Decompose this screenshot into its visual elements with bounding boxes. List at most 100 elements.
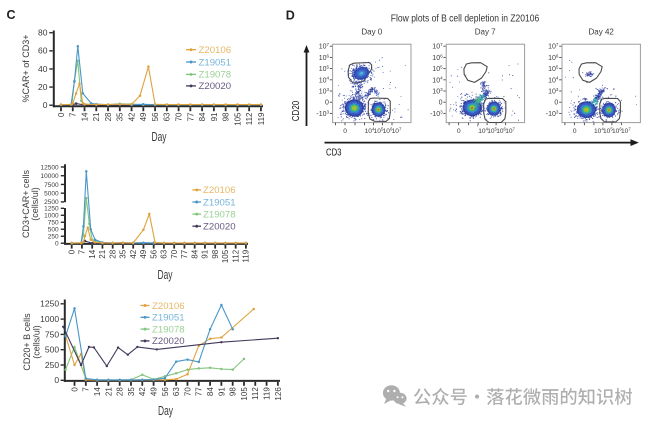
svg-text:84: 84 [206, 387, 215, 396]
svg-text:0: 0 [573, 128, 577, 135]
svg-text:0: 0 [554, 100, 558, 107]
svg-text:Z19051: Z19051 [203, 197, 236, 208]
svg-text:5000: 5000 [44, 190, 59, 197]
svg-text:CD3+CAR+ cells: CD3+CAR+ cells [21, 169, 31, 238]
svg-text:105: 105 [233, 112, 242, 126]
svg-text:14: 14 [80, 112, 89, 121]
svg-text:80: 80 [38, 28, 48, 38]
svg-text:107: 107 [505, 126, 515, 135]
svg-text:1000: 1000 [40, 314, 59, 324]
svg-text:35: 35 [116, 112, 125, 121]
svg-text:500: 500 [45, 345, 59, 355]
svg-text:1250: 1250 [44, 206, 59, 213]
svg-text:20: 20 [38, 82, 48, 92]
svg-text:56: 56 [151, 112, 160, 121]
svg-text:112: 112 [251, 387, 260, 400]
svg-text:28: 28 [108, 249, 117, 258]
svg-text:106: 106 [548, 53, 559, 62]
svg-text:106: 106 [432, 53, 443, 62]
svg-text:7: 7 [69, 112, 78, 117]
svg-text:Z20106: Z20106 [152, 301, 185, 312]
svg-text:103: 103 [319, 87, 330, 96]
svg-text:250: 250 [45, 360, 59, 370]
svg-text:119: 119 [257, 112, 266, 125]
svg-text:0: 0 [43, 100, 48, 110]
svg-text:CD20: CD20 [291, 100, 302, 121]
svg-text:750: 750 [48, 220, 59, 227]
svg-text:91: 91 [217, 387, 226, 396]
svg-text:0: 0 [55, 241, 59, 248]
svg-text:112: 112 [245, 112, 254, 125]
svg-text:10000: 10000 [41, 173, 59, 180]
svg-text:Day: Day [152, 130, 168, 144]
svg-text:%CAR+ of CD3+: %CAR+ of CD3+ [21, 34, 31, 102]
svg-text:42: 42 [138, 387, 147, 396]
svg-text:104: 104 [478, 126, 488, 135]
svg-text:63: 63 [163, 112, 172, 121]
svg-text:112: 112 [231, 249, 240, 262]
svg-text:63: 63 [160, 249, 169, 258]
svg-text:Day: Day [158, 404, 174, 418]
svg-text:106: 106 [319, 53, 330, 62]
svg-text:0: 0 [68, 249, 77, 254]
svg-text:750: 750 [45, 329, 59, 339]
svg-text:105: 105 [374, 126, 384, 135]
svg-text:-103: -103 [546, 109, 559, 118]
svg-text:98: 98 [222, 112, 231, 121]
svg-text:56: 56 [149, 249, 158, 258]
svg-text:35: 35 [127, 387, 136, 396]
svg-text:0: 0 [57, 112, 66, 117]
svg-text:49: 49 [149, 387, 158, 396]
svg-text:104: 104 [319, 76, 330, 85]
svg-text:-103: -103 [316, 109, 329, 118]
svg-text:1250: 1250 [40, 299, 59, 309]
svg-text:104: 104 [548, 76, 559, 85]
svg-text:14: 14 [93, 387, 102, 396]
svg-text:107: 107 [392, 126, 402, 135]
svg-text:49: 49 [139, 112, 148, 121]
svg-text:21: 21 [98, 249, 107, 258]
svg-text:0: 0 [325, 100, 329, 107]
svg-text:126: 126 [274, 387, 283, 401]
svg-text:Z20020: Z20020 [199, 81, 232, 92]
svg-text:104: 104 [594, 126, 604, 135]
svg-text:42: 42 [129, 249, 138, 258]
svg-text:70: 70 [175, 112, 184, 121]
svg-text:63: 63 [172, 387, 181, 396]
svg-text:2500: 2500 [44, 199, 59, 206]
svg-text:1000: 1000 [44, 213, 59, 220]
svg-text:D: D [286, 9, 295, 23]
svg-text:21: 21 [104, 387, 113, 396]
svg-text:84: 84 [198, 112, 207, 121]
svg-text:Day 0: Day 0 [361, 28, 382, 37]
svg-text:Day: Day [158, 268, 174, 282]
svg-text:70: 70 [170, 249, 179, 258]
svg-text:119: 119 [262, 387, 271, 400]
svg-text:0: 0 [343, 128, 347, 135]
svg-text:105: 105 [432, 65, 443, 74]
svg-text:35: 35 [119, 249, 128, 258]
svg-text:Flow plots of B cell depletion: Flow plots of B cell depletion in Z20106 [391, 13, 540, 24]
svg-text:106: 106 [496, 126, 506, 135]
svg-text:28: 28 [104, 112, 113, 121]
svg-text:CD20+ B cells: CD20+ B cells [22, 313, 32, 371]
svg-text:0: 0 [70, 387, 79, 392]
svg-text:7: 7 [78, 249, 87, 254]
svg-text:Z19051: Z19051 [199, 57, 232, 68]
svg-text:CD3: CD3 [326, 148, 342, 159]
svg-text:105: 105 [603, 126, 613, 135]
svg-text:60: 60 [38, 46, 48, 56]
svg-text:103: 103 [548, 87, 559, 96]
svg-text:(cells/ul): (cells/ul) [30, 187, 40, 221]
svg-text:14: 14 [88, 249, 97, 258]
svg-text:Z20106: Z20106 [203, 185, 236, 196]
svg-text:77: 77 [186, 112, 195, 121]
svg-text:107: 107 [621, 126, 631, 135]
svg-text:250: 250 [48, 234, 59, 241]
svg-text:21: 21 [92, 112, 101, 121]
svg-text:105: 105 [240, 387, 249, 401]
svg-text:56: 56 [161, 387, 170, 396]
svg-text:(cells/ul): (cells/ul) [32, 325, 42, 359]
svg-text:0: 0 [54, 375, 59, 385]
svg-text:Z19078: Z19078 [203, 209, 236, 220]
